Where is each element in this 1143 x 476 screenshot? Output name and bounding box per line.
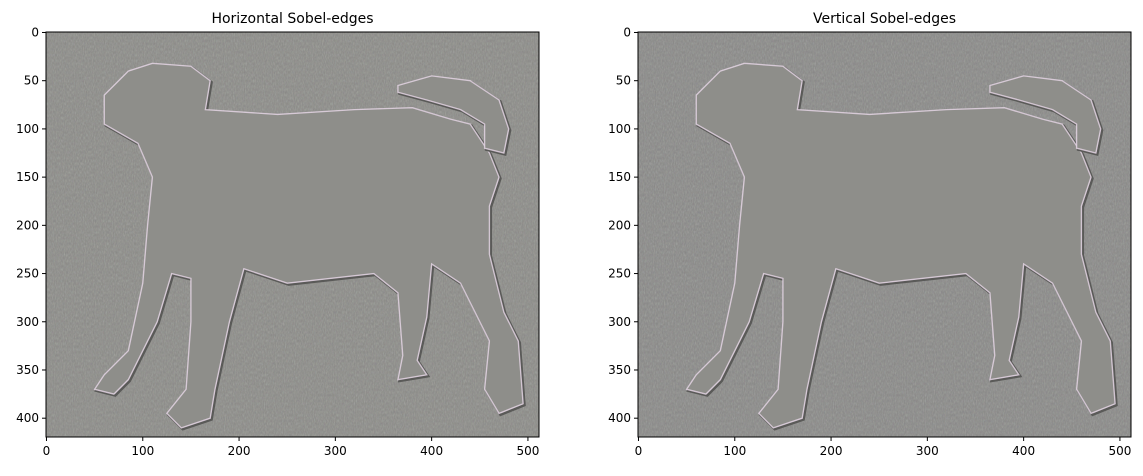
y-tick-label: 0 (31, 25, 39, 39)
y-tick-label: 300 (608, 315, 631, 329)
x-tick-label: 300 (916, 444, 939, 458)
dog-edge-image (93, 62, 526, 431)
x-tick-label: 200 (820, 444, 843, 458)
axes-vertical: 0 100 200 300 400 500 0 50 100 150 200 250 300 350 400… (608, 11, 1132, 458)
x-tick-label: 500 (1108, 444, 1131, 458)
y-tick-label: 400 (608, 411, 631, 425)
y-tick-label: 250 (16, 267, 39, 281)
axes-title: Horizontal Sobel-edges (211, 11, 373, 27)
axes-horizontal: 0 100 200 300 400 500 0 50 100 150 200 250 300 350 400… (16, 11, 540, 458)
y-tick-label: 200 (608, 218, 631, 232)
axes-title: Vertical Sobel-edges (813, 11, 956, 27)
x-tick-label: 0 (635, 444, 643, 458)
x-tick-label: 0 (43, 444, 51, 458)
y-tick-label: 150 (608, 170, 631, 184)
x-tick-label: 400 (1012, 444, 1035, 458)
x-tick-label: 500 (516, 444, 539, 458)
y-tick-label: 50 (616, 74, 631, 88)
y-tick-label: 50 (24, 74, 39, 88)
y-tick-label: 100 (16, 122, 39, 136)
axes-frame (45, 31, 540, 438)
dog-edge-image (685, 62, 1118, 431)
y-tick-label: 250 (608, 267, 631, 281)
y-tick-label: 200 (16, 218, 39, 232)
x-tick-label: 300 (324, 444, 347, 458)
y-tick-label: 0 (623, 25, 631, 39)
dog-edge (685, 62, 1116, 429)
y-tick-label: 350 (16, 363, 39, 377)
y-tick-label: 400 (16, 411, 39, 425)
x-tick-label: 100 (131, 444, 154, 458)
y-tick-label: 350 (608, 363, 631, 377)
y-tick-label: 150 (16, 170, 39, 184)
tail-edge (989, 75, 1102, 154)
y-tick-label: 300 (16, 315, 39, 329)
x-tick-label: 400 (420, 444, 443, 458)
axes-frame (637, 31, 1132, 438)
x-tick-label: 100 (723, 444, 746, 458)
y-tick-label: 100 (608, 122, 631, 136)
tail-edge (397, 75, 510, 154)
x-tick-label: 200 (228, 444, 251, 458)
dog-edge (93, 62, 524, 429)
